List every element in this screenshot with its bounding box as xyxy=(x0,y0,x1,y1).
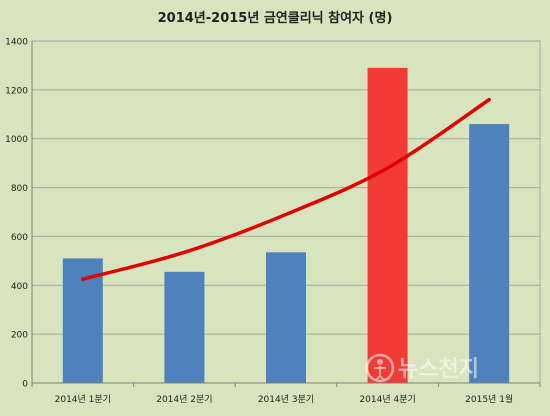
x-tick-label: 2014년 4분기 xyxy=(359,394,415,405)
x-tick-label: 2015년 1월 xyxy=(465,393,513,405)
bar xyxy=(469,124,510,384)
watermark-text: 뉴스천지 xyxy=(398,357,479,382)
chart-title: 2014년-2015년 금연클리닉 참여자 (명) xyxy=(158,10,393,26)
watermark-figure-icon xyxy=(377,359,383,365)
bar xyxy=(266,252,306,383)
axes: 0 200 400 600 800 1000 1200 1400 2014년 1분기 2014년 … xyxy=(5,38,541,405)
y-tick-label: 200 xyxy=(11,331,28,341)
watermark-circle-icon xyxy=(365,353,395,383)
x-tick-label: 2014년 2분기 xyxy=(156,394,212,405)
x-tick-label: 2014년 3분기 xyxy=(258,394,314,405)
bars xyxy=(62,67,510,384)
y-tick-label: 1000 xyxy=(5,135,28,145)
y-tick-label: 1200 xyxy=(5,86,28,96)
y-tick-label: 800 xyxy=(11,184,28,194)
y-tick-label: 400 xyxy=(11,282,28,292)
watermark-logo: 뉴스천지 xyxy=(365,353,479,383)
x-tick-label: 2014년 1분기 xyxy=(55,394,111,405)
bar xyxy=(164,271,205,383)
bar xyxy=(367,67,408,383)
y-tick-label: 0 xyxy=(22,380,28,390)
trendline xyxy=(81,97,491,281)
y-tick-label: 600 xyxy=(11,233,28,243)
trendline-curve xyxy=(81,97,491,281)
y-tick-label: 1400 xyxy=(5,38,28,48)
